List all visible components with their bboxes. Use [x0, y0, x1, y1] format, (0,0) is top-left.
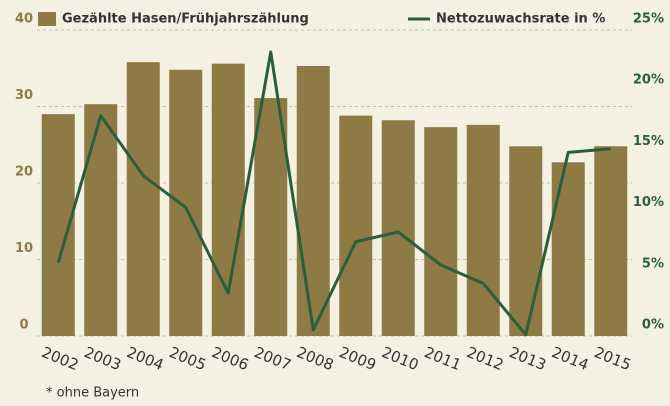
y2-tick-label: 20%: [633, 73, 664, 88]
legend-label: Gezählte Hasen/Frühjahrszählung: [62, 12, 309, 27]
bar: [594, 146, 628, 336]
bar: [296, 65, 330, 336]
y2-tick-label: 10%: [633, 195, 664, 210]
x-tick-label: 2014: [549, 343, 591, 374]
bar: [126, 62, 160, 336]
x-tick-label: 2011: [422, 343, 464, 374]
x-tick-label: 2015: [592, 343, 634, 374]
y2-tick-label: 5%: [642, 256, 664, 271]
footnote: * ohne Bayern: [46, 386, 139, 401]
y-tick-label: 40: [15, 12, 33, 27]
bar: [211, 63, 245, 336]
x-tick-label: 2009: [337, 343, 379, 374]
y-tick-label: 20: [15, 165, 33, 180]
x-tick-label: 2003: [82, 343, 124, 374]
x-tick-label: 2012: [464, 343, 506, 374]
y-tick-label: 0: [19, 318, 28, 333]
y-tick-label: 30: [15, 88, 33, 103]
bar: [466, 124, 500, 336]
x-tick-label: 2006: [209, 343, 251, 374]
legend-swatch: [38, 12, 56, 26]
x-tick-label: 2002: [39, 343, 81, 374]
x-tick-label: 2005: [167, 343, 209, 374]
y2-tick-label: 25%: [633, 12, 664, 27]
bar: [509, 146, 543, 336]
bar: [424, 127, 458, 336]
bar: [254, 98, 288, 337]
bar: [339, 115, 373, 337]
x-tick-label: 2010: [379, 343, 421, 374]
bar: [84, 104, 118, 336]
y2-tick-label: 15%: [633, 134, 664, 149]
bar: [381, 120, 415, 337]
line: [56, 50, 611, 337]
y-tick-label: 10: [15, 241, 33, 256]
x-tick-label: 2004: [124, 343, 166, 374]
bar: [169, 69, 203, 336]
y2-tick-label: 0%: [642, 318, 664, 333]
x-tick-label: 2013: [507, 343, 549, 374]
x-tick-label: 2008: [294, 343, 336, 374]
bar: [551, 162, 585, 336]
x-tick-label: 2007: [252, 343, 294, 374]
legend-label: Nettozuwachsrate in %: [436, 12, 605, 27]
